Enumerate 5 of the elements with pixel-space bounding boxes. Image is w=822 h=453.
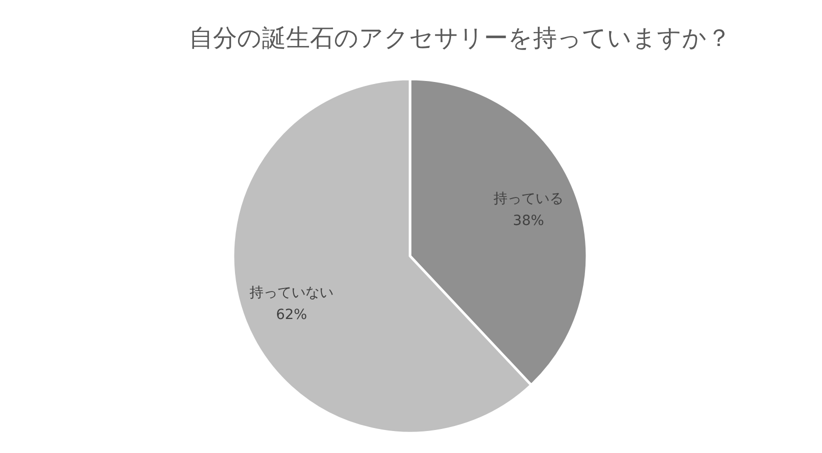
- chart-title: 自分の誕生石のアクセサリーを持っていますか？: [189, 24, 731, 52]
- data-label: 62%: [276, 306, 308, 323]
- data-label: 38%: [512, 213, 544, 230]
- slice-label: 持っている: [493, 191, 564, 208]
- slice-label: 持っていない: [250, 284, 334, 301]
